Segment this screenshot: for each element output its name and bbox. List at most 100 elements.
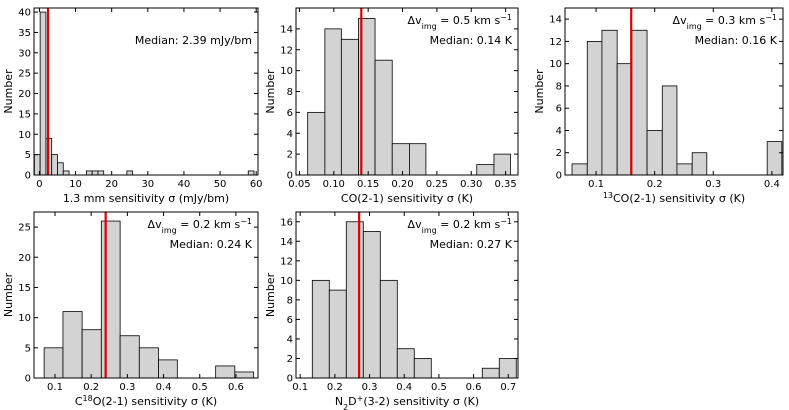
x-tick-label: 0.2 — [83, 382, 99, 393]
y-axis-label: Number — [264, 272, 277, 317]
x-axis-label: C18O(2-1) sensitivity σ (K) — [75, 394, 217, 409]
bar — [307, 111, 326, 176]
x-tick-label: 10 — [69, 179, 82, 190]
text-part: Number — [264, 272, 277, 317]
text-part: 13 — [603, 191, 613, 200]
plot-frame — [295, 211, 519, 379]
x-tick-label: 0.6 — [466, 382, 482, 393]
text-part: CO(2-1) sensitivity σ (K) — [613, 192, 745, 205]
text-part: img — [422, 226, 437, 235]
y-axis-label: Number — [2, 272, 15, 317]
y-tick-label: 10 — [280, 276, 293, 287]
plot-frame — [33, 211, 259, 379]
y-axis-label: Number — [2, 69, 15, 114]
y-tick-label: 15 — [18, 109, 31, 120]
y-tick-label: 6 — [556, 104, 562, 115]
y-tick-label: 20 — [18, 89, 31, 100]
y-tick-label: 40 — [18, 8, 31, 19]
x-tick-label: 0.5 — [192, 382, 208, 393]
y-tick-label: 30 — [18, 48, 31, 59]
y-tick-label: 0 — [287, 171, 293, 182]
text-part: Number — [533, 69, 546, 114]
bar — [766, 141, 783, 176]
y-tick-label: 12 — [280, 256, 293, 267]
text-part: N — [335, 395, 343, 408]
bar — [215, 365, 236, 379]
text-part: Δv — [408, 14, 423, 27]
text-part: O(2-1) sensitivity σ (K) — [93, 395, 217, 408]
text-part: −1 — [765, 13, 777, 22]
bar — [119, 335, 140, 379]
bar — [328, 289, 347, 379]
text-part: −1 — [240, 217, 252, 226]
text-part: img — [162, 226, 177, 235]
y-tick-label: 14 — [549, 15, 562, 26]
y-tick-label: 2 — [287, 150, 293, 161]
x-tick-label: 0.25 — [426, 179, 448, 190]
x-axis-label: 13CO(2-1) sensitivity σ (K) — [603, 191, 745, 206]
y-tick-label: 10 — [18, 130, 31, 141]
y-axis-label: Number — [533, 69, 546, 114]
y-tick-label: 12 — [280, 45, 293, 56]
y-tick-label: 8 — [287, 87, 293, 98]
text-part: C — [75, 395, 83, 408]
bar — [97, 170, 105, 176]
y-tick-label: 10 — [280, 66, 293, 77]
x-tick-label: 0.1 — [47, 382, 63, 393]
bar — [379, 279, 398, 379]
x-axis-label: CO(2-1) sensitivity σ (K) — [341, 192, 473, 205]
annotation: Δvimg = 0.3 km s−1 — [673, 13, 777, 31]
text-part: D — [348, 395, 356, 408]
text-part: img — [422, 22, 437, 31]
bar — [493, 153, 511, 176]
y-tick-label: 5 — [25, 343, 31, 354]
x-tick-label: 0.30 — [460, 179, 482, 190]
bar — [646, 130, 663, 176]
annotation: Median: 0.27 K — [430, 238, 513, 251]
text-part: 2 — [343, 403, 348, 410]
x-tick-label: 0.4 — [396, 382, 412, 393]
x-tick-label: 0.35 — [494, 179, 516, 190]
y-tick-label: 5 — [25, 150, 31, 161]
bar — [247, 170, 255, 176]
bar — [85, 170, 93, 176]
text-part: Median: 0.14 K — [430, 34, 513, 47]
annotation: Δvimg = 0.2 km s−1 — [148, 217, 252, 235]
bar — [345, 221, 364, 379]
x-tick-label: 0 — [36, 179, 42, 190]
text-part: Median: 0.24 K — [170, 238, 253, 251]
x-tick-label: 40 — [178, 179, 191, 190]
annotation: Median: 0.14 K — [430, 34, 513, 47]
bar — [91, 170, 99, 176]
text-part: Δv — [673, 14, 688, 27]
y-tick-label: 10 — [549, 59, 562, 70]
bar — [81, 329, 102, 379]
y-tick-label: 2 — [556, 148, 562, 159]
y-tick-label: 8 — [287, 295, 293, 306]
plot-frame — [564, 7, 784, 176]
x-tick-label: 0.20 — [391, 179, 413, 190]
text-part: img — [687, 22, 702, 31]
bar — [586, 41, 603, 176]
bar — [311, 279, 330, 379]
y-tick-label: 8 — [556, 81, 562, 92]
text-part: Median: 2.39 mJy/bm — [135, 34, 252, 47]
text-part: Δv — [148, 218, 163, 231]
annotation: Median: 0.16 K — [695, 34, 778, 47]
x-tick-label: 0.2 — [647, 179, 663, 190]
y-tick-label: 0 — [25, 171, 31, 182]
x-tick-label: 30 — [141, 179, 154, 190]
y-tick-label: 2 — [287, 354, 293, 365]
bar — [57, 162, 64, 176]
y-tick-label: 16 — [280, 217, 293, 228]
text-part: Number — [264, 69, 277, 114]
bar — [39, 11, 47, 176]
x-axis-label: N2D+(3-2) sensitivity σ (K) — [335, 394, 479, 410]
x-tick-label: 50 — [214, 179, 227, 190]
text-part: −1 — [500, 217, 512, 226]
bar — [100, 220, 121, 379]
y-tick-label: 0 — [556, 171, 562, 182]
y-tick-label: 6 — [287, 108, 293, 119]
text-part: = 0.5 km s — [437, 14, 501, 27]
y-tick-label: 6 — [287, 315, 293, 326]
